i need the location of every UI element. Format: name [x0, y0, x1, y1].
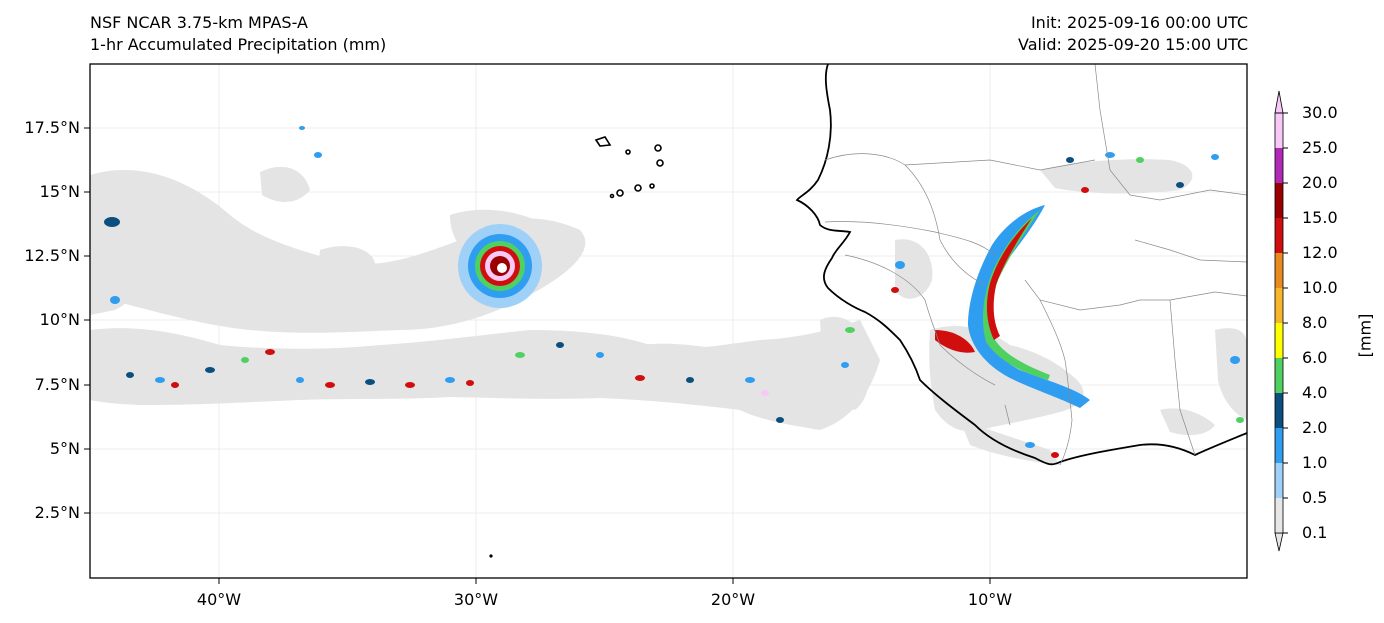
colorbar-upper-extension: [1274, 90, 1284, 114]
colorbar-title: [mm]: [1355, 313, 1375, 358]
coastline: [795, 64, 1247, 466]
field-title: 1-hr Accumulated Precipitation (mm): [90, 35, 387, 54]
colorbar-label-12: 30.0: [1302, 103, 1338, 122]
colorbar-label-3: 2.0: [1302, 418, 1328, 437]
lat-label-7-5: 7.5°N: [34, 375, 80, 394]
colorbar-label-8: 12.0: [1302, 243, 1338, 262]
colorbar-label-9: 15.0: [1302, 208, 1338, 227]
lat-label-2-5: 2.5°N: [34, 503, 80, 522]
colorbar-label-0: 0.1: [1302, 523, 1328, 542]
colorbar-label-6: 8.0: [1302, 313, 1328, 332]
colorbar-swatch-11: [1275, 113, 1283, 148]
island-dot: [489, 554, 493, 558]
lat-label-10: 10°N: [39, 310, 80, 329]
lon-label-30w: 30°W: [453, 590, 499, 609]
colorbar-swatch-2: [1275, 428, 1283, 463]
colorbar-swatch-5: [1275, 323, 1283, 358]
lon-label-20w: 20°W: [710, 590, 756, 609]
map-content: [90, 64, 1247, 578]
colorbar-label-11: 25.0: [1302, 138, 1338, 157]
colorbar: [1274, 90, 1288, 552]
colorbar-label-4: 4.0: [1302, 383, 1328, 402]
colorbar-swatch-8: [1275, 218, 1283, 253]
init-time: Init: 2025-09-16 00:00 UTC: [1030, 13, 1248, 32]
cape-verde-islands: [594, 136, 664, 199]
lat-label-17-5: 17.5°N: [24, 118, 80, 137]
lon-label-10w: 10°W: [967, 590, 1013, 609]
colorbar-label-2: 1.0: [1302, 453, 1328, 472]
colorbar-swatch-4: [1275, 358, 1283, 393]
lat-label-15: 15°N: [39, 182, 80, 201]
country-borders: [824, 64, 1247, 466]
convective-cells: [104, 126, 1244, 458]
colorbar-swatch-9: [1275, 183, 1283, 218]
axis-ticks: [84, 127, 991, 584]
colorbar-swatch-6: [1275, 288, 1283, 323]
colorbar-swatch-10: [1275, 148, 1283, 183]
lat-label-5: 5°N: [49, 439, 80, 458]
colorbar-label-10: 20.0: [1302, 173, 1338, 192]
lon-label-40w: 40°W: [196, 590, 242, 609]
valid-time: Valid: 2025-09-20 15:00 UTC: [1017, 35, 1248, 54]
convective-band: [935, 205, 1090, 408]
colorbar-label-5: 6.0: [1302, 348, 1328, 367]
map-frame: [89, 63, 1248, 579]
hurricane-feature: [458, 224, 542, 308]
lat-label-12-5: 12.5°N: [24, 246, 80, 265]
colorbar-swatch-0: [1275, 498, 1283, 533]
colorbar-label-7: 10.0: [1302, 278, 1338, 297]
colorbar-lower-extension: [1274, 532, 1284, 552]
colorbar-label-1: 0.5: [1302, 488, 1328, 507]
colorbar-swatch-3: [1275, 393, 1283, 428]
model-title: NSF NCAR 3.75-km MPAS-A: [90, 13, 308, 32]
colorbar-swatch-7: [1275, 253, 1283, 288]
colorbar-swatch-1: [1275, 463, 1283, 498]
